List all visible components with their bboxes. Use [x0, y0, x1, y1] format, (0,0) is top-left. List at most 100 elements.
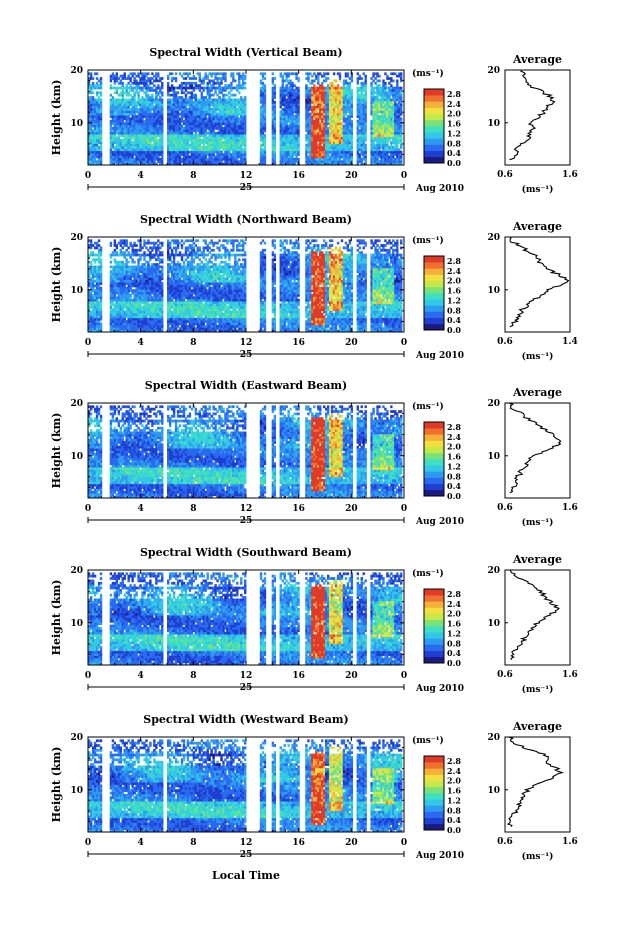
colorbar-swatch [424, 89, 444, 96]
heatmap-cell [332, 162, 336, 166]
heatmap-cell [135, 153, 138, 156]
heatmap-cell [326, 105, 330, 109]
heatmap-cell [141, 150, 144, 154]
heatmap-cell [190, 143, 194, 147]
heatmap-cell [224, 162, 227, 166]
heatmap-cell [135, 150, 138, 154]
heatmap-cell [91, 115, 95, 118]
heatmap-cell [200, 115, 203, 118]
heatmap-cell [200, 146, 203, 149]
heatmap-cell [293, 117, 296, 121]
heatmap-cell [230, 117, 233, 121]
heatmap-cell [119, 146, 122, 149]
colorbar-swatch [424, 107, 444, 114]
heatmap-cell [238, 129, 241, 133]
heatmap-cell [224, 103, 227, 107]
heatmap-cell [129, 146, 132, 149]
heatmap-cell [305, 127, 308, 130]
heatmap-cell [113, 136, 117, 140]
heatmap-cell [305, 84, 308, 88]
heatmap-cell [147, 157, 150, 161]
heatmap-cell [364, 96, 367, 99]
heatmap-cell [202, 103, 205, 107]
heatmap-cell [305, 110, 308, 114]
heatmap-cell [244, 134, 247, 137]
heatmap-cell [119, 112, 122, 116]
heatmap-cell [95, 141, 99, 145]
heatmap-cell [196, 157, 200, 161]
heatmap-cell [323, 108, 326, 111]
heatmap-cell [289, 96, 292, 99]
heatmap-cell [295, 136, 298, 140]
heatmap-cell [91, 153, 95, 156]
heatmap-cell [129, 160, 132, 164]
heatmap-cell [279, 112, 282, 116]
heatmap-cell [174, 134, 178, 137]
heatmap-cell [240, 98, 243, 102]
heatmap-cell [99, 86, 103, 90]
heatmap-cell [291, 86, 294, 90]
heatmap-cell [123, 122, 126, 126]
heatmap-cell [242, 81, 245, 85]
heatmap-cell [328, 162, 332, 166]
heatmap-cell [204, 105, 207, 109]
avg-profile-line [509, 69, 556, 161]
heatmap-cell [93, 138, 97, 142]
heatmap-cell [178, 86, 182, 90]
heatmap-cell [364, 143, 367, 147]
heatmap-cell [319, 138, 322, 142]
heatmap-cell [117, 103, 120, 107]
heatmap-cell [295, 150, 298, 154]
heatmap-cell [291, 127, 294, 130]
heatmap-cell [242, 105, 245, 109]
heatmap-cell [325, 79, 328, 83]
heatmap-cell [232, 110, 235, 114]
heatmap-cell [319, 134, 322, 137]
heatmap-cell [323, 146, 326, 149]
heatmap-cell [88, 160, 91, 164]
heatmap-cell [309, 119, 312, 123]
heatmap-cell [129, 84, 132, 88]
heatmap-cell [119, 157, 122, 161]
heatmap-cell [174, 91, 178, 95]
heatmap-cell [271, 81, 275, 85]
heatmap-cell [127, 112, 130, 116]
heatmap-cell [311, 91, 314, 95]
heatmap-cell [168, 153, 172, 156]
heatmap-cell [334, 124, 338, 128]
heatmap-cell [212, 86, 215, 90]
heatmap-cell [147, 72, 150, 76]
heatmap-cell [198, 155, 201, 159]
heatmap-cell [178, 98, 182, 102]
heatmap-cell [149, 124, 152, 128]
heatmap-cell [206, 103, 209, 107]
heatmap-cell [293, 105, 296, 109]
heatmap-cell [350, 157, 354, 161]
heatmap-cell [99, 93, 103, 97]
heatmap-cell [323, 110, 326, 114]
heatmap-cell [113, 91, 117, 95]
heatmap-cell [287, 93, 290, 97]
heatmap-cell [297, 143, 300, 147]
heatmap-cell [208, 146, 211, 149]
heatmap-cell [228, 138, 231, 142]
heatmap-cell [330, 155, 334, 159]
heatmap-cell [129, 136, 132, 140]
heatmap-cell [273, 86, 277, 90]
heatmap-cell [157, 134, 160, 137]
heatmap-cell [91, 157, 95, 161]
heatmap-cell [319, 110, 322, 114]
heatmap-cell [281, 122, 284, 126]
heatmap-cell [285, 134, 288, 137]
heatmap-cell [289, 127, 292, 130]
heatmap-cell [330, 160, 334, 164]
heatmap-cell [232, 105, 235, 109]
heatmap-cell [117, 148, 120, 152]
heatmap-cell [155, 138, 158, 142]
heatmap-cell [390, 143, 393, 147]
heatmap-cell [176, 153, 180, 156]
heatmap-cell [123, 146, 126, 149]
heatmap-cell [230, 119, 233, 123]
heatmap-cell [297, 98, 300, 102]
heatmap-cell [242, 115, 245, 118]
